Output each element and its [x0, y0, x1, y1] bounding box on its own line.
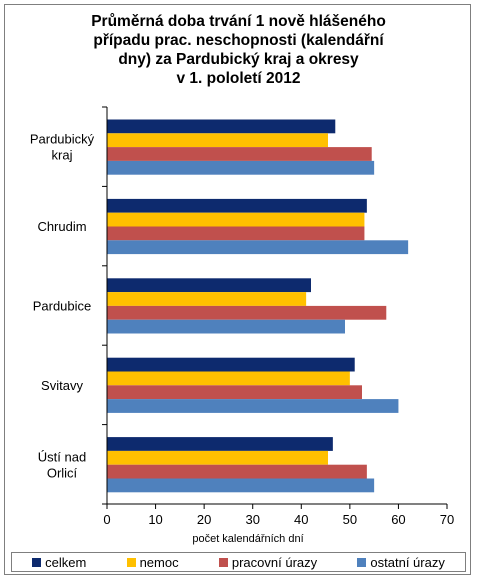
bar-pracovní-úrazy-3 [107, 385, 362, 400]
bar-nemoc-1 [107, 212, 365, 227]
bar-celkem-0 [107, 119, 336, 134]
chart-title-line: Průměrná doba trvání 1 nově hlášeného [91, 13, 386, 30]
x-tick-label: 20 [197, 512, 211, 527]
x-tick-label: 50 [343, 512, 357, 527]
bar-pracovní-úrazy-2 [107, 305, 387, 320]
legend-label: pracovní úrazy [231, 554, 318, 570]
category-label: kraj [52, 148, 73, 163]
x-tick-label: 70 [440, 512, 454, 527]
chart-legend: celkem nemoc pracovní úrazy ostatní úrazy [11, 552, 466, 572]
x-tick-label: 40 [294, 512, 308, 527]
x-tick-label: 0 [103, 512, 110, 527]
legend-swatch [126, 557, 136, 567]
bar-pracovní-úrazy-4 [107, 464, 367, 479]
legend-label: ostatní úrazy [370, 554, 445, 570]
category-label: Svitavy [41, 378, 83, 393]
bar-celkem-1 [107, 198, 367, 213]
x-tick-label: 60 [391, 512, 405, 527]
category-label: Orlicí [47, 465, 78, 480]
category-label: Ústí nad [38, 449, 86, 464]
legend-swatch [32, 557, 42, 567]
category-label: Pardubický [30, 132, 95, 147]
legend-item: nemoc [126, 554, 179, 570]
legend-item: pracovní úrazy [218, 554, 318, 570]
bar-ostatní-úrazy-0 [107, 160, 375, 175]
bar-nemoc-2 [107, 292, 307, 306]
bar-nemoc-3 [107, 371, 350, 386]
bar-celkem-2 [107, 278, 311, 293]
bar-ostatní-úrazy-3 [107, 399, 399, 413]
bar-ostatní-úrazy-1 [107, 240, 409, 255]
bar-ostatní-úrazy-4 [107, 478, 375, 493]
category-label: Chrudim [37, 219, 86, 234]
chart-title-line: případu prac. neschopnosti (kalendářní [93, 32, 384, 49]
bar-ostatní-úrazy-2 [107, 319, 345, 334]
chart-title-line: v 1. pololetí 2012 [176, 70, 301, 87]
legend-label: nemoc [139, 554, 179, 570]
x-tick-label: 30 [245, 512, 259, 527]
legend-label: celkem [45, 554, 87, 570]
x-axis-title: počet kalendářních dní [192, 533, 303, 545]
chart-title: Průměrná doba trvání 1 nově hlášeného př… [40, 12, 437, 88]
legend-item: celkem [32, 555, 86, 570]
legend-swatch [357, 557, 367, 567]
bar-nemoc-4 [107, 450, 328, 465]
bar-celkem-3 [107, 357, 355, 372]
category-label: Pardubice [33, 299, 92, 314]
bar-nemoc-0 [107, 133, 328, 148]
legend-item: ostatní úrazy [357, 554, 445, 570]
bar-pracovní-úrazy-1 [107, 226, 365, 241]
chart-title-line: dny) za Pardubický kraj a okresy [118, 51, 359, 68]
bar-celkem-4 [107, 437, 333, 451]
legend-swatch [218, 557, 228, 567]
x-tick-label: 10 [148, 512, 162, 527]
bar-pracovní-úrazy-0 [107, 147, 372, 161]
